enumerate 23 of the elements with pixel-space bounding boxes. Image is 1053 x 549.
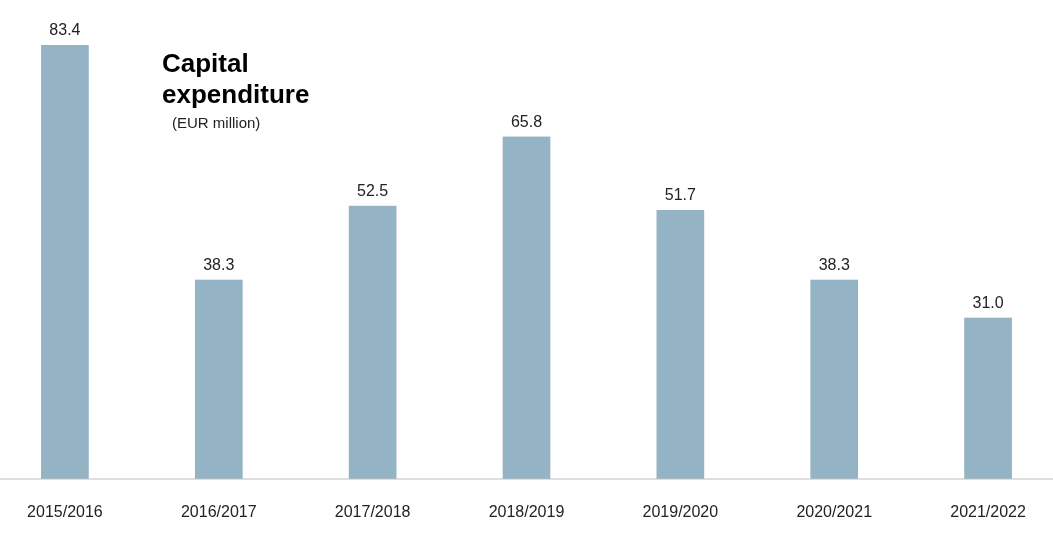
x-tick-label: 2019/2020: [642, 503, 719, 520]
x-tick-label: 2020/2021: [796, 503, 873, 520]
x-tick-label: 2016/2017: [180, 503, 257, 520]
bar: [41, 45, 89, 479]
text: Capital expenditure: [162, 48, 310, 109]
bar: [964, 317, 1012, 479]
bar: [502, 136, 551, 479]
x-tick-label: 2017/2018: [334, 503, 411, 520]
x-tick-label: 2018/2019: [488, 503, 565, 520]
x-tick-label: 2021/2022: [950, 503, 1026, 520]
x-tick-label: 2015/2016: [27, 503, 103, 520]
text: (EUR million): [172, 114, 261, 131]
data-label: 83.4: [49, 21, 81, 38]
bar: [656, 209, 705, 479]
data-label: 38.3: [818, 255, 850, 273]
bar: [348, 205, 397, 479]
data-label: 52.5: [357, 181, 389, 199]
data-label: 31.0: [972, 293, 1004, 311]
data-label: 65.8: [510, 112, 543, 130]
bar: [194, 279, 243, 479]
bar: [810, 279, 859, 479]
data-label: 51.7: [664, 185, 697, 203]
data-label: 38.3: [203, 255, 235, 273]
